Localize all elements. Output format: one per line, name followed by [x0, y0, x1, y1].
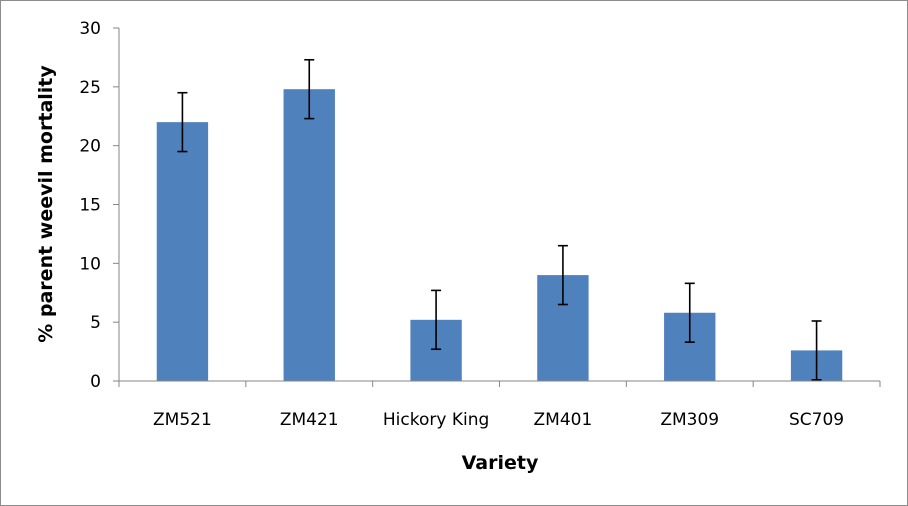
bars [156, 89, 843, 381]
bar-zm521 [156, 122, 209, 381]
bar-zm421 [283, 89, 335, 381]
x-category-label: ZM521 [153, 410, 212, 430]
y-tick-label: 5 [90, 313, 101, 333]
error-bars [177, 58, 822, 381]
error-bar [431, 289, 442, 351]
error-bar [177, 91, 188, 153]
y-axis-title: % parent weevil mortality [35, 65, 57, 343]
x-category-label: ZM401 [534, 410, 593, 430]
y-tick-label: 30 [79, 19, 101, 39]
y-tick-label: 20 [79, 137, 101, 157]
error-bar [557, 244, 568, 306]
x-axis-ticks: ZM521 ZM421 Hickory King ZM401 ZM309 SC709 [118, 381, 881, 430]
y-tick-label: 10 [79, 254, 101, 274]
x-category-label: Hickory King [383, 410, 489, 430]
y-tick-label: 0 [90, 372, 101, 392]
x-category-label: SC709 [789, 410, 844, 430]
x-category-label: ZM421 [280, 410, 339, 430]
error-bar [304, 58, 315, 120]
error-bar [811, 320, 822, 381]
y-tick-label: 15 [79, 196, 101, 216]
y-tick-label: 25 [79, 78, 101, 98]
error-bar [684, 282, 695, 343]
x-axis-title: Variety [462, 452, 539, 474]
x-category-label: ZM309 [660, 410, 719, 430]
y-axis-ticks: 0 5 10 15 20 25 30 [79, 19, 119, 392]
